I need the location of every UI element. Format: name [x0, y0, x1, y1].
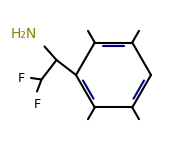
Text: H₂N: H₂N — [11, 27, 37, 40]
Text: F: F — [18, 72, 25, 84]
Text: F: F — [33, 98, 40, 111]
